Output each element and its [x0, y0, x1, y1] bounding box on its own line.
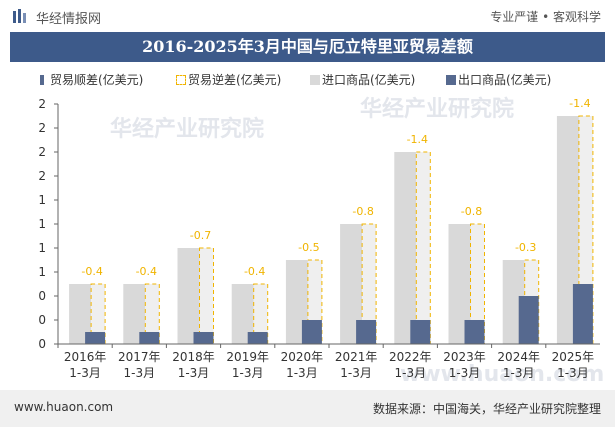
bars: -0.4 -0.4 -0.7 -0.4 -0.5 -0.8 -1.4 -0.8 -0.3 -1.4 [69, 97, 594, 345]
y-tick-label: 2 [38, 169, 46, 183]
export-bar [247, 332, 268, 344]
import-bar [177, 248, 200, 344]
legend-swatch-deficit [176, 75, 186, 85]
deficit-data-label: -0.4 [81, 265, 102, 278]
huajing-logo-icon [13, 9, 26, 23]
deficit-bar [199, 247, 214, 345]
tagline: 专业严谨 • 客观科学 [490, 10, 601, 24]
import-bar [448, 224, 471, 344]
y-axis: 0 0 0 1 1 1 1 2 2 2 2 [38, 97, 59, 351]
top-bar: 华经情报网 专业严谨 • 客观科学 [0, 0, 615, 32]
deficit-data-label: -0.8 [461, 205, 482, 218]
footer: www.huaon.com 数据来源：中国海关，华经产业研究院整理 [0, 390, 615, 427]
export-bar [85, 332, 106, 344]
deficit-data-label: -1.4 [569, 97, 590, 110]
import-bar [394, 152, 417, 344]
x-tick-label: 1-3月 [394, 366, 426, 380]
deficit-data-label: -0.4 [136, 265, 157, 278]
export-bar [464, 320, 485, 344]
x-tick-label: 1-3月 [340, 366, 372, 380]
x-tick-label: 2018年 [172, 350, 215, 364]
y-tick-label: 1 [38, 265, 46, 279]
y-tick-label: 1 [38, 193, 46, 207]
legend-label-import: 进口商品(亿美元) [322, 73, 416, 87]
y-tick-label: 1 [38, 241, 46, 255]
legend-swatch-import [310, 75, 320, 85]
x-tick-label: 1-3月 [449, 366, 481, 380]
x-tick-label: 1-3月 [232, 366, 264, 380]
x-tick-label: 2024年 [497, 350, 540, 364]
export-bar [518, 296, 539, 344]
legend-swatch-export [446, 75, 456, 85]
import-bar [123, 284, 146, 344]
chart-title: 2016-2025年3月中国与厄立特里亚贸易差额 [10, 32, 605, 62]
legend-swatch-surplus [40, 75, 44, 85]
x-tick-label: 1-3月 [286, 366, 318, 380]
x-tick-label: 2021年 [335, 350, 378, 364]
y-tick-label: 0 [38, 289, 46, 303]
export-bar [410, 320, 431, 344]
y-tick-label: 2 [38, 121, 46, 135]
brand-name: 华经情报网 [36, 12, 102, 27]
deficit-data-label: -0.7 [190, 229, 211, 242]
x-tick-label: 2016年 [64, 350, 107, 364]
watermark-1: 华经产业研究院 [110, 116, 264, 142]
y-tick-label: 2 [38, 97, 46, 111]
import-bar [231, 284, 254, 344]
x-tick-label: 2019年 [226, 350, 269, 364]
watermark-2: 华经产业研究院 [360, 96, 514, 122]
legend-label-surplus: 贸易顺差(亿美元) [50, 73, 144, 87]
legend-label-export: 出口商品(亿美元) [458, 73, 552, 87]
x-tick-label: 2020年 [281, 350, 324, 364]
y-tick-label: 1 [38, 217, 46, 231]
footer-source: 数据来源：中国海关，华经产业研究院整理 [372, 402, 601, 416]
y-tick-label: 0 [38, 337, 46, 351]
deficit-data-label: -0.3 [515, 241, 536, 254]
x-tick-label: 1-3月 [69, 366, 101, 380]
footer-site: www.huaon.com [14, 400, 114, 414]
x-tick-label: 1-3月 [557, 366, 589, 380]
y-tick-label: 2 [38, 145, 46, 159]
export-bar [139, 332, 160, 344]
x-tick-label: 1-3月 [503, 366, 535, 380]
deficit-bar [415, 151, 431, 345]
deficit-data-label: -0.4 [244, 265, 265, 278]
x-tick-label: 2023年 [443, 350, 486, 364]
x-tick-label: 2017年 [118, 350, 161, 364]
export-bar [356, 320, 377, 344]
export-bar [572, 284, 593, 344]
export-bar [301, 320, 322, 344]
x-tick-label: 2022年 [389, 350, 432, 364]
x-tick-label: 1-3月 [178, 366, 210, 380]
x-axis: 2016年 1-3月 2017年 1-3月 2018年 1-3月 2019年 1-3月 2020… [57, 343, 600, 380]
import-bar [69, 284, 92, 344]
trade-balance-chart: 华经产业研究院 华经产业研究院 www.huaon.com 0 0 0 1 1 1 1 2 2 2… [38, 96, 604, 387]
deficit-data-label: -0.5 [298, 241, 319, 254]
x-tick-label: 2025年 [552, 350, 595, 364]
watermark-3: www.huaon.com [400, 362, 604, 387]
deficit-data-label: -0.8 [352, 205, 373, 218]
export-bar [193, 332, 214, 344]
legend-label-deficit: 贸易逆差(亿美元) [188, 73, 282, 87]
import-bar [340, 224, 363, 344]
y-tick-label: 0 [38, 313, 46, 327]
deficit-data-label: -1.4 [407, 133, 428, 146]
x-tick-label: 1-3月 [123, 366, 155, 380]
